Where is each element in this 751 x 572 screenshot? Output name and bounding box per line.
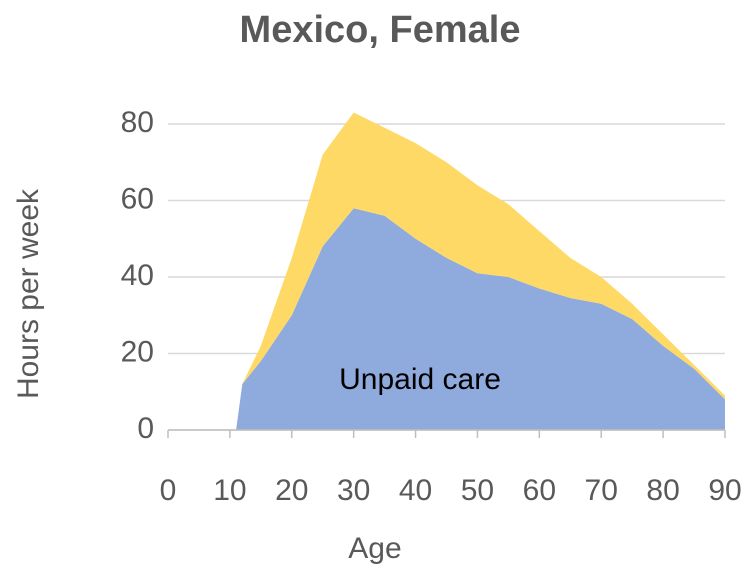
x-tick-label: 10 xyxy=(213,474,246,507)
x-tick-label: 30 xyxy=(337,474,370,507)
area xyxy=(236,112,725,430)
x-tick-label: 20 xyxy=(275,474,308,507)
y-tick-label: 0 xyxy=(137,412,154,445)
chart-title: Mexico, Female xyxy=(240,9,521,51)
area xyxy=(236,208,725,430)
x-tick-label: 40 xyxy=(399,474,432,507)
x-axis-label: Age xyxy=(348,532,401,565)
y-tick-label: 20 xyxy=(121,335,154,368)
x-tick-label: 60 xyxy=(523,474,556,507)
x-tick-label: 50 xyxy=(461,474,494,507)
x-tick-label: 0 xyxy=(160,474,177,507)
y-tick-label: 60 xyxy=(121,182,154,215)
x-tick-label: 90 xyxy=(708,474,741,507)
x-tick-label: 80 xyxy=(646,474,679,507)
series-label: Unpaid care xyxy=(339,363,501,396)
y-axis-label: Hours per week xyxy=(12,188,45,399)
y-tick-label: 80 xyxy=(121,106,154,139)
y-tick-label: 40 xyxy=(121,259,154,292)
x-tick-label: 70 xyxy=(585,474,618,507)
